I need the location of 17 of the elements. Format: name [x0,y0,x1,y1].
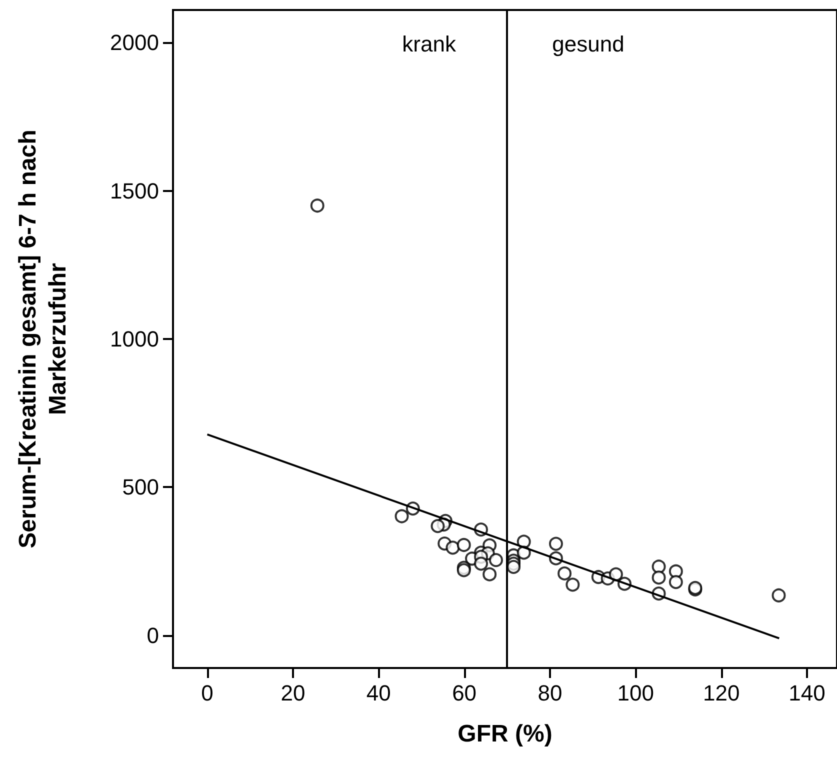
x-tick-label: 80 [538,680,562,706]
x-tick-label: 0 [201,680,214,706]
x-tick-label: 40 [366,680,391,706]
y-tick-label: 0 [146,622,159,648]
annotation: krank [402,32,457,56]
x-tick-label: 20 [280,680,306,706]
x-tick-label: 120 [702,680,740,706]
x-tick-label: 140 [788,680,826,706]
x-tick-label: 60 [452,680,477,706]
y-tick-label: 2000 [110,30,159,56]
y-tick-label: 1500 [110,178,159,204]
y-tick-label: 500 [122,474,159,500]
x-tick-label: 100 [617,680,654,706]
x-axis-title: GFR (%) [458,720,552,748]
y-axis-title: Serum-[Kreatinin gesamt] 6-7 h nach Markerzufuhr [14,130,72,548]
y-tick-label: 1000 [110,326,159,352]
annotation: gesund [552,32,624,56]
